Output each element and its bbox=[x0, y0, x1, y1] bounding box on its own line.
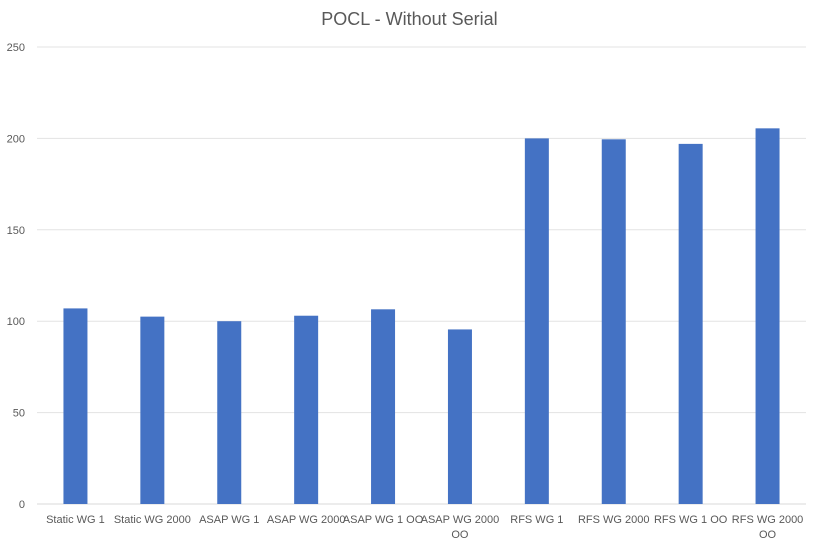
x-category-label-line: RFS WG 1 bbox=[510, 514, 563, 526]
x-category-label-line: ASAP WG 2000 bbox=[421, 514, 500, 526]
y-tick-label: 200 bbox=[7, 133, 25, 145]
bar bbox=[140, 316, 165, 504]
x-category-label: Static WG 2000 bbox=[114, 514, 191, 526]
y-tick-label: 250 bbox=[7, 42, 25, 54]
x-category-label-line: RFS WG 1 OO bbox=[654, 514, 728, 526]
bar bbox=[371, 309, 396, 504]
x-category-label-line: RFS WG 2000 bbox=[732, 514, 804, 526]
x-axis-labels: Static WG 1 Static WG 2000 ASAP WG 1 ASAP W… bbox=[46, 514, 803, 541]
bar bbox=[601, 139, 626, 504]
x-category-label: ASAP WG 1 bbox=[199, 514, 259, 526]
y-tick-label: 150 bbox=[7, 225, 25, 237]
y-axis-ticks: 0 50 100 150 200 250 bbox=[7, 42, 25, 511]
x-category-label-line: OO bbox=[759, 529, 777, 541]
x-category-label: RFS WG 1 bbox=[510, 514, 563, 526]
bar bbox=[294, 315, 319, 504]
x-category-label-line: ASAP WG 1 bbox=[199, 514, 259, 526]
y-tick-label: 0 bbox=[19, 499, 25, 511]
x-category-label-line: ASAP WG 1 OO bbox=[343, 514, 424, 526]
x-category-label: RFS WG 1 OO bbox=[654, 514, 728, 526]
gridlines bbox=[37, 46, 806, 505]
x-category-label: ASAP WG 2000 bbox=[267, 514, 346, 526]
x-category-label: ASAP WG 2000 OO bbox=[421, 514, 500, 541]
y-tick-label: 100 bbox=[7, 316, 25, 328]
x-category-label: ASAP WG 1 OO bbox=[343, 514, 424, 526]
bar bbox=[678, 143, 703, 504]
x-category-label-line: OO bbox=[451, 529, 469, 541]
bar bbox=[217, 321, 242, 504]
bars bbox=[63, 128, 780, 504]
x-category-label-line: RFS WG 2000 bbox=[578, 514, 650, 526]
bar bbox=[63, 308, 88, 504]
x-category-label: Static WG 1 bbox=[46, 514, 105, 526]
y-tick-label: 50 bbox=[13, 408, 25, 420]
x-category-label-line: Static WG 2000 bbox=[114, 514, 191, 526]
bar bbox=[447, 329, 472, 504]
x-category-label-line: ASAP WG 2000 bbox=[267, 514, 346, 526]
x-category-label-line: Static WG 1 bbox=[46, 514, 105, 526]
x-category-label: RFS WG 2000 OO bbox=[732, 514, 804, 541]
bar bbox=[755, 128, 780, 504]
bar bbox=[524, 138, 549, 504]
chart-title: POCL - Without Serial bbox=[321, 9, 497, 29]
x-category-label: RFS WG 2000 bbox=[578, 514, 650, 526]
